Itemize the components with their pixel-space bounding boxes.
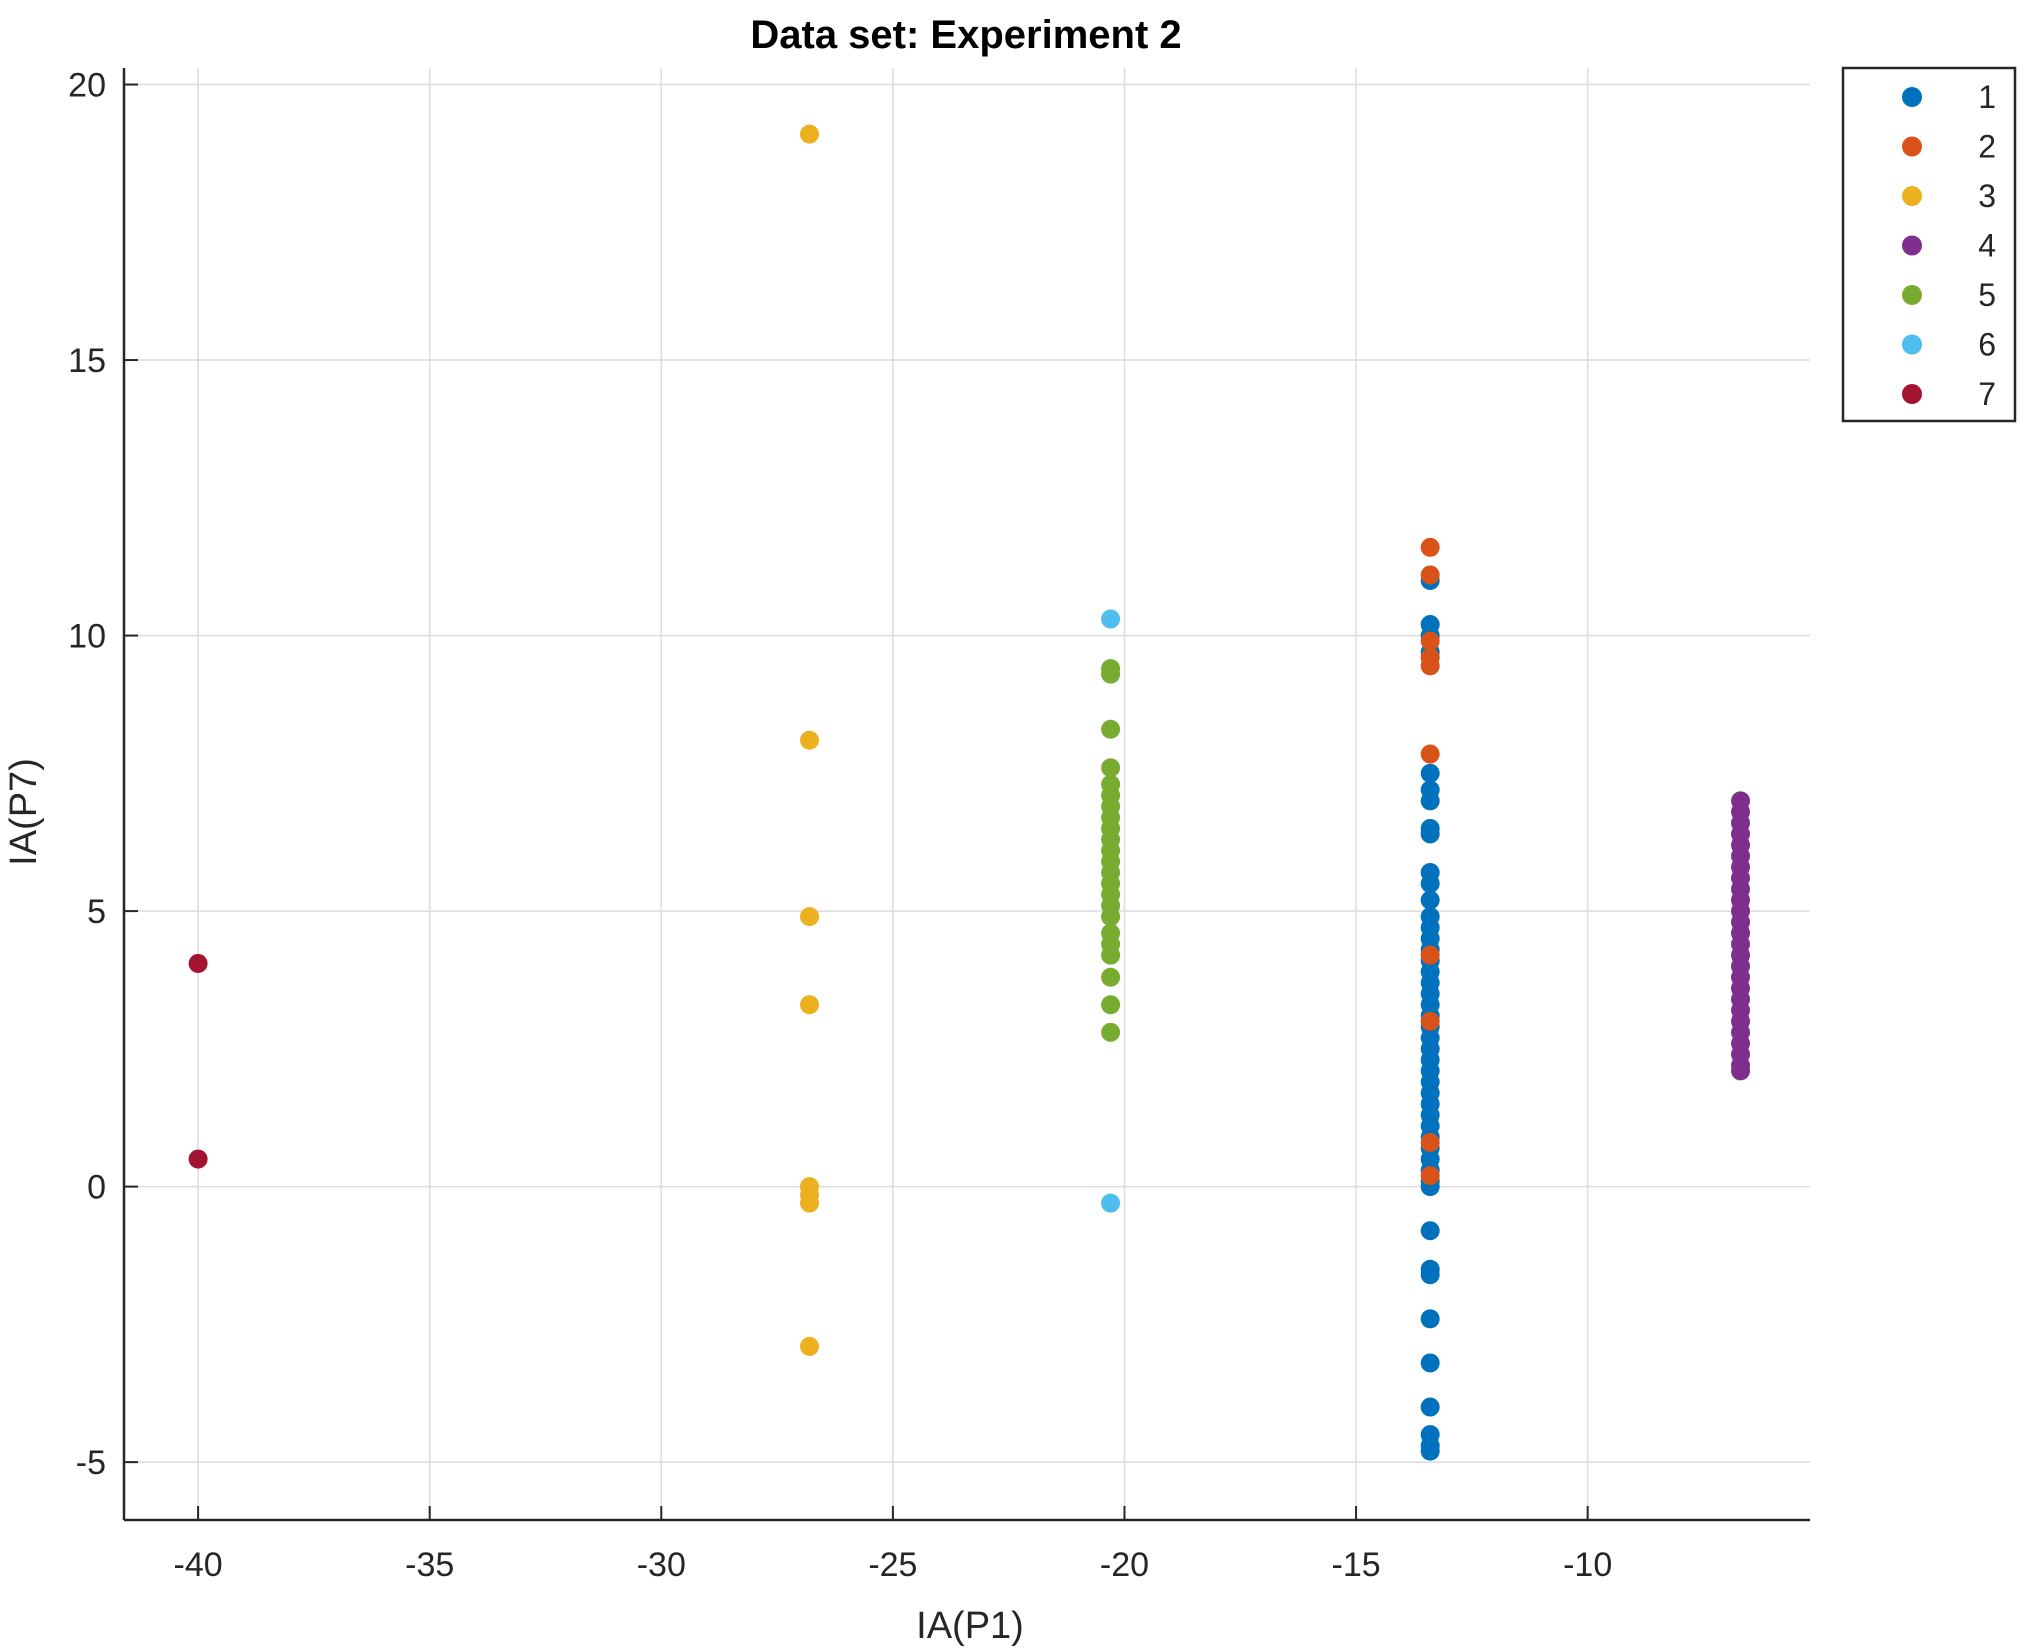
- data-point: [800, 1336, 820, 1356]
- data-point: [1101, 1022, 1121, 1042]
- data-point: [1420, 631, 1440, 651]
- x-tick-label: -30: [637, 1546, 686, 1584]
- data-point: [1101, 664, 1121, 684]
- y-tick-label: 20: [68, 67, 106, 105]
- series-4: [1731, 791, 1751, 1081]
- x-tick-label: -40: [174, 1546, 223, 1584]
- x-tick-label: -25: [868, 1546, 917, 1584]
- legend-label-6: 6: [1978, 327, 1996, 363]
- y-tick-label: 0: [87, 1169, 106, 1207]
- series-3: [800, 124, 820, 1356]
- y-tick-label: 15: [68, 342, 106, 380]
- data-point: [1101, 907, 1121, 927]
- tick-labels: -40 -35 -30 -25 -20 -15 -10 -5 0 5 10 15 20: [68, 67, 1612, 1584]
- data-point: [188, 1149, 208, 1169]
- plot-background: [124, 68, 1810, 1520]
- x-axis-title: IA(P1): [916, 1605, 1024, 1647]
- x-tick-label: -15: [1332, 1546, 1381, 1584]
- data-point: [1420, 890, 1440, 910]
- legend-label-1: 1: [1978, 79, 1996, 115]
- y-tick-label: -5: [76, 1444, 106, 1482]
- legend-marker-5: [1902, 285, 1922, 305]
- data-point: [1101, 1193, 1121, 1213]
- data-point: [188, 953, 208, 973]
- data-point: [1420, 1309, 1440, 1329]
- data-point: [1420, 763, 1440, 783]
- data-point: [1420, 656, 1440, 676]
- data-point: [1420, 824, 1440, 844]
- legend-marker-6: [1902, 334, 1922, 355]
- data-point: [1420, 1011, 1440, 1031]
- data-point: [1101, 967, 1121, 987]
- legend-marker-4: [1902, 235, 1922, 256]
- legend-label-4: 4: [1978, 228, 1996, 264]
- data-point: [1420, 1353, 1440, 1373]
- legend-marker-3: [1902, 186, 1922, 206]
- data-point: [1420, 1441, 1440, 1461]
- x-tick-label: -20: [1100, 1546, 1149, 1584]
- y-axis-title: IA(P7): [3, 758, 45, 866]
- legend-label-2: 2: [1978, 129, 1996, 165]
- data-point: [1420, 1166, 1440, 1186]
- data-point: [1101, 719, 1121, 739]
- x-tick-label: -10: [1563, 1546, 1612, 1584]
- legend-marker-1: [1902, 87, 1922, 107]
- data-point: [1420, 791, 1440, 811]
- data-point: [1101, 995, 1121, 1015]
- data-point: [800, 730, 820, 750]
- data-point: [1731, 1061, 1751, 1081]
- series-1: [1420, 570, 1440, 1461]
- data-point: [1420, 1221, 1440, 1241]
- axes: [122, 68, 1810, 1522]
- data-point: [1420, 537, 1440, 557]
- legend-label-5: 5: [1978, 277, 1996, 313]
- data-point: [1420, 874, 1440, 894]
- data-point: [1420, 1265, 1440, 1285]
- data-point: [800, 1193, 820, 1213]
- legend: 1 2 3 4 5 6 7: [1841, 66, 2017, 423]
- plot-area: [122, 68, 1810, 1522]
- data-point: [1101, 945, 1121, 965]
- data-point: [1420, 945, 1440, 965]
- legend-label-3: 3: [1978, 178, 1996, 214]
- series-2: [1420, 537, 1440, 1186]
- series-6: [1101, 609, 1121, 1213]
- data-point: [800, 995, 820, 1015]
- legend-marker-2: [1902, 136, 1922, 157]
- chart-title: Data set: Experiment 2: [750, 13, 1181, 57]
- legend-box: [1841, 66, 2017, 423]
- legend-label-7: 7: [1978, 376, 1996, 412]
- grid-lines: [124, 68, 1810, 1520]
- data-point: [800, 907, 820, 927]
- data-point: [1420, 744, 1440, 764]
- series-5: [1101, 659, 1121, 1042]
- series-7: [188, 953, 208, 1169]
- data-point: [1420, 565, 1440, 585]
- legend-items: 1 2 3 4 5 6 7: [1902, 79, 1996, 412]
- data-points: [188, 124, 1751, 1461]
- data-point: [800, 124, 820, 144]
- data-point: [1101, 609, 1121, 629]
- x-tick-label: -35: [405, 1546, 454, 1584]
- legend-marker-7: [1902, 384, 1922, 404]
- data-point: [1420, 1133, 1440, 1153]
- data-point: [1101, 758, 1121, 778]
- y-tick-label: 5: [87, 893, 106, 931]
- data-point: [1420, 1397, 1440, 1417]
- y-tick-label: 10: [68, 618, 106, 656]
